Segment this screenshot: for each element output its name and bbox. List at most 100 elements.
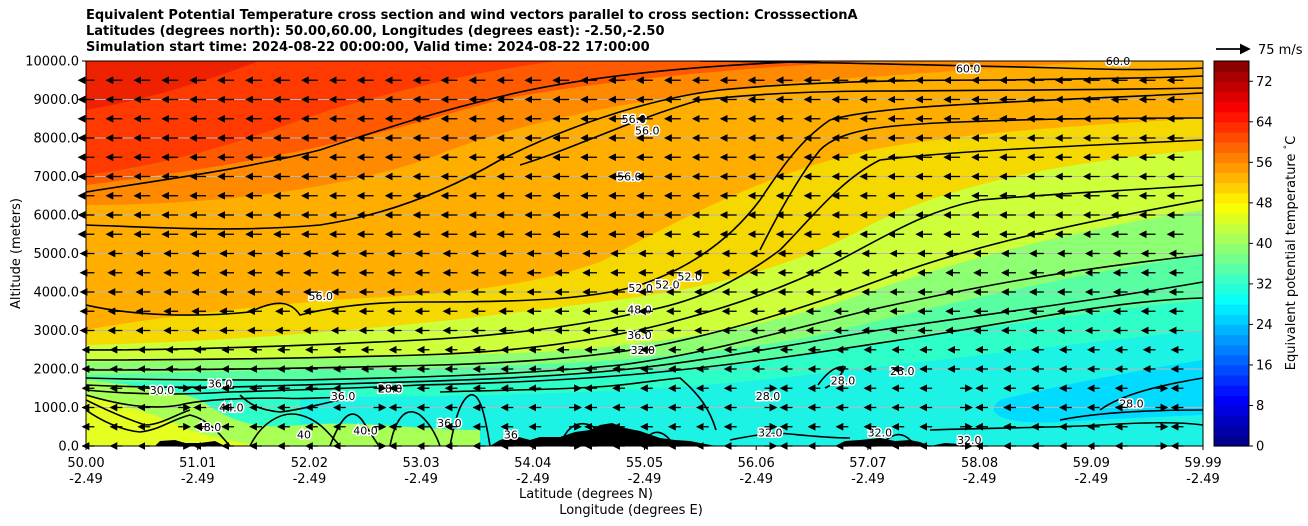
colorbar-swatch	[1214, 425, 1249, 437]
colorbar-swatch	[1214, 405, 1249, 417]
colorbar-swatch	[1214, 162, 1249, 174]
contour-label: 28.0	[890, 365, 915, 378]
x-axis-label-longitude: Longitude (degrees E)	[559, 503, 703, 518]
contour-line	[86, 75, 1203, 230]
contour-label: 36.0	[208, 378, 233, 391]
colorbar-swatch	[1214, 415, 1249, 427]
colorbar-tick-label: 48	[1256, 196, 1273, 211]
colorbar-label-degree: °	[1283, 145, 1293, 150]
colorbar-swatch	[1214, 273, 1249, 285]
contour-line	[86, 394, 351, 408]
x-tick-label-lon: -2.49	[181, 472, 215, 487]
colorbar-swatch	[1214, 71, 1249, 82]
x-axis-label-latitude: Latitude (degrees N)	[519, 487, 653, 502]
x-tick-label-lat: 59.99	[1184, 456, 1221, 471]
colorbar-swatch	[1214, 152, 1249, 163]
colorbar-swatch	[1214, 294, 1249, 305]
colorbar-swatch	[1214, 324, 1249, 336]
colorbar-swatch	[1214, 395, 1249, 407]
colorbar-swatch	[1214, 243, 1249, 255]
field-band-deep-red	[86, 61, 260, 110]
y-axis-label: Altitude (meters)	[9, 198, 24, 309]
colorbar-frame	[1213, 60, 1250, 447]
y-tick-label: 3000.0	[34, 324, 80, 339]
colorbar-swatch	[1214, 192, 1249, 204]
colorbar-swatch	[1214, 172, 1249, 184]
contour-line	[86, 61, 821, 193]
field-band-red	[86, 61, 560, 175]
x-axis: 50.00-2.4951.01-2.4952.02-2.4953.03-2.49…	[67, 446, 1222, 487]
colorbar	[1213, 60, 1250, 447]
colorbar-swatch	[1214, 364, 1249, 376]
contour-label: 36.0	[437, 417, 462, 430]
contour-line	[879, 433, 921, 446]
contour-line	[249, 413, 341, 446]
colorbar-swatch	[1214, 81, 1249, 92]
colorbar-swatch	[1214, 375, 1249, 386]
x-tick-label-lon: -2.49	[1186, 472, 1220, 487]
contour-line	[86, 92, 1203, 316]
chart-title-line-2: Latitudes (degrees north): 50.00,60.00, …	[86, 24, 665, 39]
y-tick-label: 6000.0	[34, 209, 80, 224]
colorbar-swatch	[1214, 253, 1249, 265]
wind-vectors	[77, 76, 1184, 450]
colorbar-tick-label: 32	[1256, 277, 1273, 292]
field-band-light-blue	[993, 360, 1203, 423]
contour-line	[699, 61, 1203, 71]
x-tick-label-lat: 54.04	[514, 456, 551, 471]
colorbar-swatch	[1214, 233, 1249, 244]
y-tick-label: 2000.0	[34, 363, 80, 378]
colorbar-swatch	[1214, 142, 1249, 153]
x-tick-label-lon: -2.49	[293, 472, 327, 487]
colorbar-ticks: 0 8 16 24 32 40 48 56 64 72	[1249, 75, 1273, 455]
x-tick-label-lon: -2.49	[963, 472, 997, 487]
contour-line	[1099, 377, 1203, 411]
x-tick-label-lat: 51.01	[179, 456, 216, 471]
contour-label: 48.0	[197, 421, 222, 434]
contour-line	[817, 365, 847, 389]
colorbar-tick-label: 64	[1256, 115, 1273, 130]
colorbar-swatch	[1214, 182, 1249, 194]
contour-line	[1059, 409, 1203, 421]
contour-labels: 60.060.056.056.056.056.052.0 52.052.048.0…	[148, 54, 1145, 449]
contour-line	[519, 87, 1203, 166]
colorbar-swatch	[1214, 202, 1249, 214]
contour-label: 36.0	[331, 390, 356, 403]
colorbar-swatch	[1214, 354, 1249, 366]
colorbar-swatch	[1214, 435, 1249, 447]
colorbar-swatch	[1214, 263, 1249, 275]
y-tick-label: 8000.0	[34, 132, 80, 147]
contour-label: 28.0	[756, 390, 781, 403]
x-tick-label-lat: 53.03	[402, 456, 439, 471]
contour-label: 32.0	[957, 434, 982, 447]
x-tick-label-lon: -2.49	[516, 472, 550, 487]
colorbar-label: Equivalent potential temperature °C	[1283, 136, 1299, 370]
contour-label: 48.0	[627, 303, 652, 316]
y-axis: 0.0 1000.0 2000.0 3000.0 4000.0 5000.0 6000.0 7…	[25, 55, 86, 455]
colorbar-tick-label: 72	[1256, 75, 1273, 90]
contour-label: 32.0	[758, 427, 783, 440]
y-tick-label: 5000.0	[34, 247, 80, 262]
x-tick-label-lat: 50.00	[67, 456, 104, 471]
contour-line	[239, 394, 341, 413]
x-tick-label-lon: -2.49	[1074, 472, 1108, 487]
colorbar-tick-label: 16	[1256, 358, 1273, 373]
colorbar-tick-label: 40	[1256, 237, 1273, 252]
y-tick-label: 0.0	[58, 440, 79, 455]
contour-label: 32.0	[868, 427, 893, 440]
contour-label: 52.0	[678, 271, 703, 284]
colorbar-swatch	[1214, 111, 1249, 123]
contour-label: 52.0	[655, 278, 680, 291]
y-tick-label: 9000.0	[34, 93, 80, 108]
colorbar-label-text: Equivalent potential temperature	[1284, 149, 1299, 370]
x-tick-label-lat: 56.06	[738, 456, 775, 471]
contour-line	[86, 297, 1203, 395]
x-tick-label-lon: -2.49	[739, 472, 773, 487]
colorbar-swatch	[1214, 212, 1249, 224]
y-tick-label: 4000.0	[34, 286, 80, 301]
y-tick-label: 7000.0	[34, 170, 80, 185]
colorbar-tick-label: 56	[1256, 156, 1273, 171]
colorbar-swatch	[1214, 304, 1249, 315]
colorbar-swatch	[1214, 121, 1249, 133]
